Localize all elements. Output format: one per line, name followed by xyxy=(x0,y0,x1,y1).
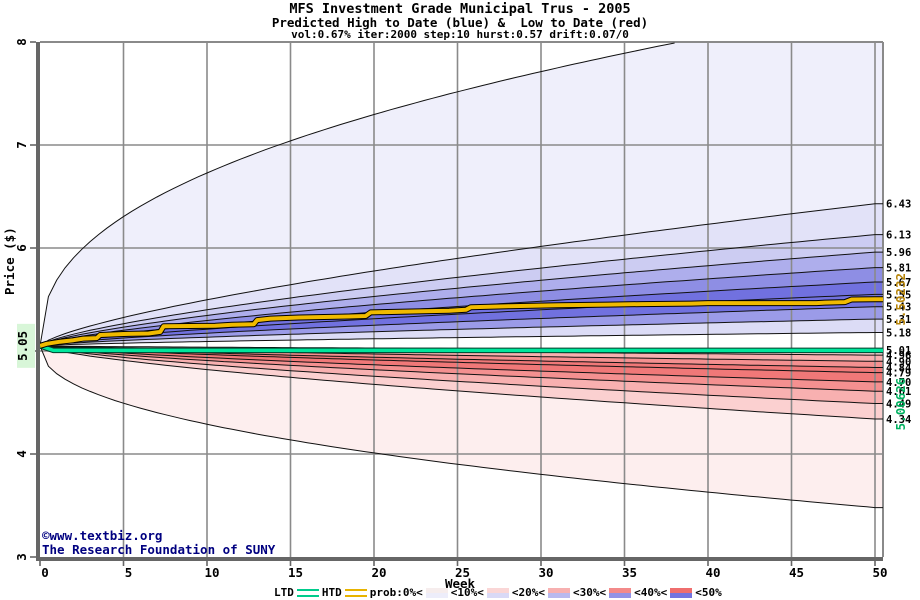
high-fan-band-2 xyxy=(40,234,883,346)
boundary-value-label-6.13: 6.13 xyxy=(886,230,911,242)
legend-prob-label-1: <10%< xyxy=(450,586,484,599)
boundary-value-label-4.7: 4.70 xyxy=(886,377,911,389)
boundary-value-label-5.67: 5.67 xyxy=(886,277,911,289)
legend-prob-swatch-3 xyxy=(609,587,632,598)
high-fan-band-3 xyxy=(40,252,883,346)
legend-ltd-label: LTD xyxy=(274,586,294,599)
high-fan-band-7 xyxy=(40,306,883,346)
high-boundary-5.31 xyxy=(39,318,883,347)
boundary-value-label-5.18: 5.18 xyxy=(886,327,911,339)
chart-subtitle: Predicted High to Date (blue) & Low to D… xyxy=(271,15,649,30)
x-tick-label-40: 40 xyxy=(705,565,720,580)
boundary-value-label-4.79: 4.79 xyxy=(886,368,911,380)
high-boundary-5.96 xyxy=(39,251,883,347)
legend: LTD HTD prob:0%< <10%< <20%< <30%< <40%< <50% xyxy=(274,586,722,599)
high-boundary-6.13 xyxy=(39,234,883,347)
copyright-org: The Research Foundation of SUNY xyxy=(42,542,276,557)
x-tick-label-10: 10 xyxy=(204,565,219,580)
boundary-value-label-4.34: 4.34 xyxy=(886,414,911,426)
legend-prob-swatch-4 xyxy=(670,587,693,598)
boundary-value-label-4.61: 4.61 xyxy=(886,386,911,398)
high-fan-band-4 xyxy=(40,267,883,346)
high-fan-band-0 xyxy=(40,42,883,346)
legend-prob-label-4: <40%< xyxy=(634,586,668,599)
title-block: MFS Investment Grade Municipal Trus - 20… xyxy=(0,2,920,41)
low-fan-band-4 xyxy=(40,345,883,382)
y-tick-label-7: 7 xyxy=(14,141,29,149)
boundary-value-label-5.01: 5.01 xyxy=(886,345,911,357)
high-fan-band-6 xyxy=(40,294,883,346)
chart-simulation-params: vol:0.67% iter:2000 step:10 hurst:0.57 d… xyxy=(291,28,629,41)
low-boundary-4.61 xyxy=(39,345,883,392)
legend-ltd-swatch xyxy=(296,588,319,597)
boundary-value-label-4.84: 4.84 xyxy=(886,362,911,374)
ltd-final-value-label: 5.00626 xyxy=(893,378,908,431)
y-tick-label-4: 4 xyxy=(14,450,29,458)
boundary-value-label-5.43: 5.43 xyxy=(886,302,911,314)
x-tick-label-15: 15 xyxy=(288,565,303,580)
htd-line xyxy=(39,297,883,348)
high-boundary-6.43 xyxy=(39,203,883,347)
legend-prob-label-2: <20%< xyxy=(511,586,545,599)
legend-htd-label: HTD xyxy=(321,586,342,599)
legend-htd-swatch xyxy=(344,588,367,597)
low-boundary-4.7 xyxy=(39,345,883,383)
high-envelope xyxy=(39,42,675,346)
y-axis-bar xyxy=(36,42,40,561)
boundary-value-label-5.96: 5.96 xyxy=(886,247,911,259)
start-price-label: 5.05 xyxy=(15,331,30,361)
copyright-block: ©www.textbiz.org The Research Foundation… xyxy=(42,529,275,557)
boundary-value-label-5.31: 5.31 xyxy=(886,314,911,326)
y-tick-label-3: 3 xyxy=(14,553,29,561)
low-fan-band-3 xyxy=(40,345,883,373)
low-boundary-4.49 xyxy=(39,345,883,404)
boundary-value-label-4.96: 4.96 xyxy=(886,350,911,362)
low-fan-band-2 xyxy=(40,345,883,368)
htd-final-value-label: 5.50232 xyxy=(893,273,908,326)
x-tick-label-45: 45 xyxy=(789,565,804,580)
chart-title: MFS Investment Grade Municipal Trus - 20… xyxy=(289,1,631,17)
high-boundary-5.43 xyxy=(39,306,883,347)
x-tick-label-5: 5 xyxy=(125,565,133,580)
boundary-value-label-4.49: 4.49 xyxy=(886,399,911,411)
low-fan-band-8 xyxy=(40,345,883,508)
legend-prob-swatch-0 xyxy=(425,587,448,598)
low-fan-band-7 xyxy=(40,345,883,419)
high-fan-band-1 xyxy=(40,203,883,346)
x-tick-label-50: 50 xyxy=(872,565,887,580)
high-fan-band-5 xyxy=(40,282,883,346)
start-price-box xyxy=(17,323,35,368)
x-axis-label: Week xyxy=(444,576,476,591)
ltd-line xyxy=(39,344,883,353)
low-envelope xyxy=(39,345,883,509)
boundary-value-label-5.81: 5.81 xyxy=(886,263,911,275)
boundary-value-label-5.55: 5.55 xyxy=(886,289,911,301)
x-tick-label-20: 20 xyxy=(371,565,386,580)
x-axis-bar xyxy=(36,557,883,561)
x-tick-label-30: 30 xyxy=(538,565,553,580)
legend-prob-label-3: <30%< xyxy=(572,586,607,599)
copyright-url: ©www.textbiz.org xyxy=(42,528,163,543)
y-tick-label-8: 8 xyxy=(14,38,29,46)
high-fan-band-8 xyxy=(40,319,883,346)
low-fan-band-6 xyxy=(40,345,883,404)
x-tick-label-0: 0 xyxy=(41,565,49,580)
x-tick-label-25: 25 xyxy=(455,565,470,580)
high-boundary-5.18 xyxy=(39,332,883,347)
y-tick-label-6: 6 xyxy=(14,244,29,252)
legend-prob-label-0: prob:0%< xyxy=(369,586,423,599)
boundary-value-label-4.9: 4.90 xyxy=(886,356,911,368)
boundary-value-label-6.43: 6.43 xyxy=(886,199,911,211)
legend-prob-swatch-1 xyxy=(486,587,509,598)
low-boundary-4.34 xyxy=(39,345,883,420)
legend-prob-swatch-2 xyxy=(547,587,570,598)
x-tick-label-35: 35 xyxy=(622,565,637,580)
low-boundary-4.79 xyxy=(39,345,883,374)
legend-prob-label-5: <50% xyxy=(695,586,722,599)
